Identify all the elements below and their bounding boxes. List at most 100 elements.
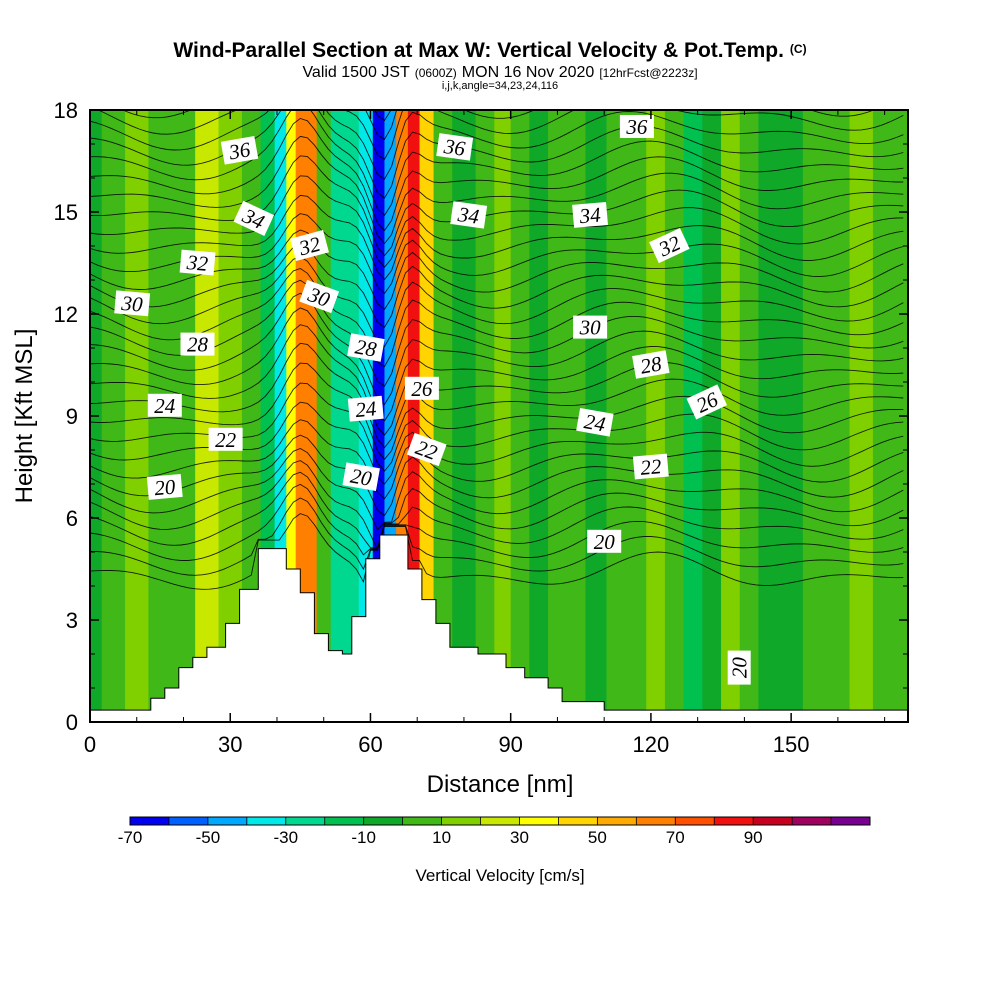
colorbar-swatch bbox=[130, 817, 170, 825]
x-tick-label: 120 bbox=[633, 732, 670, 757]
isentrope-label: 28 bbox=[632, 350, 670, 379]
isentrope-line bbox=[90, 448, 904, 531]
isentrope-label-text: 26 bbox=[411, 377, 433, 401]
velocity-band bbox=[627, 110, 647, 722]
isentrope-label-text: 28 bbox=[187, 333, 209, 357]
x-tick-label: 30 bbox=[218, 732, 242, 757]
isentrope-label-text: 34 bbox=[456, 202, 482, 229]
isentrope-label-text: 36 bbox=[625, 115, 648, 139]
isentrope-label: 36 bbox=[619, 115, 654, 139]
isentrope-label: 24 bbox=[576, 408, 614, 437]
velocity-band bbox=[779, 110, 804, 722]
isentrope-line bbox=[90, 307, 904, 422]
colorbar-swatch bbox=[363, 817, 404, 825]
subtitle-date: MON 16 Nov 2020 bbox=[462, 64, 595, 81]
isentrope-label: 20 bbox=[587, 529, 622, 554]
title-units-mark: (C) bbox=[790, 42, 807, 56]
colorbar-swatch bbox=[402, 817, 443, 825]
colorbar-tick-label: 90 bbox=[744, 828, 763, 847]
isentrope-label-text: 28 bbox=[638, 351, 663, 378]
isentrope-lines bbox=[90, 110, 904, 590]
terrain-mask bbox=[90, 534, 908, 722]
velocity-band bbox=[548, 110, 568, 722]
isentrope-line bbox=[90, 155, 904, 257]
x-axis-title: Distance [nm] bbox=[427, 771, 574, 798]
isentrope-line bbox=[90, 135, 904, 245]
isentrope-line bbox=[121, 110, 875, 141]
colorbar-tick-label: 70 bbox=[666, 828, 685, 847]
subtitle-forecast: [12hrFcst@2223z] bbox=[599, 66, 697, 80]
isentrope-label-text: 20 bbox=[153, 474, 177, 500]
isentrope-line bbox=[90, 110, 904, 217]
colorbar-tick-label: -30 bbox=[274, 828, 299, 847]
velocity-band bbox=[872, 110, 897, 722]
chart-title-text: Wind-Parallel Section at Max W: Vertical… bbox=[173, 39, 784, 62]
isentrope-label-text: 34 bbox=[578, 202, 603, 228]
colorbar-tick-label: -50 bbox=[196, 828, 221, 847]
chart-subtitle: Valid 1500 JST (0600Z) MON 16 Nov 2020 [12h… bbox=[302, 64, 697, 81]
isentrope-label-text: 22 bbox=[639, 454, 663, 480]
velocity-band bbox=[101, 110, 126, 722]
isentrope-line bbox=[97, 110, 904, 160]
isentrope-line bbox=[90, 175, 904, 268]
isentrope-label: 22 bbox=[632, 453, 669, 480]
isentrope-line bbox=[90, 194, 904, 281]
isentrope-line bbox=[90, 460, 904, 551]
colorbar-swatch bbox=[714, 817, 754, 825]
colorbar-tick-label: -70 bbox=[118, 828, 143, 847]
chart-subtitle-indices: i,j,k,angle=34,23,24,116 bbox=[442, 80, 558, 92]
isentrope-label-text: 36 bbox=[442, 134, 468, 161]
colorbar-label: Vertical Velocity [cm/s] bbox=[415, 866, 584, 885]
velocity-band bbox=[606, 110, 629, 722]
isentrope-label: 28 bbox=[180, 332, 215, 357]
isentrope-label: 34 bbox=[450, 201, 488, 229]
chart-title: Wind-Parallel Section at Max W: Vertical… bbox=[173, 39, 806, 62]
y-tick-label: 18 bbox=[54, 98, 78, 123]
isentrope-label-text: 24 bbox=[582, 409, 607, 436]
y-tick-label: 0 bbox=[66, 710, 78, 735]
isentrope-label: 20 bbox=[342, 462, 380, 491]
isentrope-line bbox=[90, 213, 904, 295]
colorbar-swatch bbox=[246, 817, 287, 825]
velocity-band bbox=[758, 110, 781, 722]
isentrope-line bbox=[90, 256, 904, 348]
isentrope-line bbox=[90, 362, 904, 461]
isentrope-line bbox=[90, 497, 904, 576]
isentrope-label: 32 bbox=[179, 249, 216, 276]
isentrope-line bbox=[90, 243, 904, 328]
subtitle-zulu: (0600Z) bbox=[415, 66, 457, 80]
velocity-band bbox=[452, 110, 477, 722]
isentrope-label-text: 32 bbox=[185, 250, 210, 276]
y-axis-title: Height [Kft MSL] bbox=[11, 329, 38, 504]
colorbar-swatch bbox=[480, 817, 520, 825]
y-tick-label: 3 bbox=[66, 608, 78, 633]
isentrope-label: 34 bbox=[572, 201, 608, 228]
isentrope-label: 30 bbox=[573, 315, 608, 340]
isentrope-line bbox=[90, 268, 904, 368]
colorbar-swatch bbox=[324, 817, 365, 825]
velocity-band bbox=[494, 110, 512, 722]
isentrope-label: 20 bbox=[146, 473, 183, 500]
colorbar-swatch bbox=[558, 817, 598, 825]
isentrope-label-text: 22 bbox=[215, 428, 237, 452]
colorbar-swatch bbox=[753, 817, 793, 825]
colorbar-swatch bbox=[792, 817, 832, 825]
isentrope-line bbox=[90, 279, 904, 387]
isentrope-label: 30 bbox=[114, 290, 151, 317]
isentrope-label-text: 20 bbox=[728, 657, 752, 679]
isentrope-line bbox=[90, 324, 904, 436]
colorbar-swatch bbox=[519, 817, 559, 825]
velocity-band bbox=[241, 110, 262, 722]
isentrope-line bbox=[90, 419, 904, 500]
velocity-field bbox=[90, 110, 908, 722]
subtitle-valid: Valid 1500 JST bbox=[302, 64, 410, 81]
isentrope-line bbox=[90, 342, 904, 449]
velocity-band bbox=[316, 110, 332, 722]
velocity-band bbox=[305, 110, 318, 722]
velocity-band bbox=[826, 110, 851, 722]
colorbar-swatch bbox=[597, 817, 637, 825]
velocity-band bbox=[433, 110, 453, 722]
